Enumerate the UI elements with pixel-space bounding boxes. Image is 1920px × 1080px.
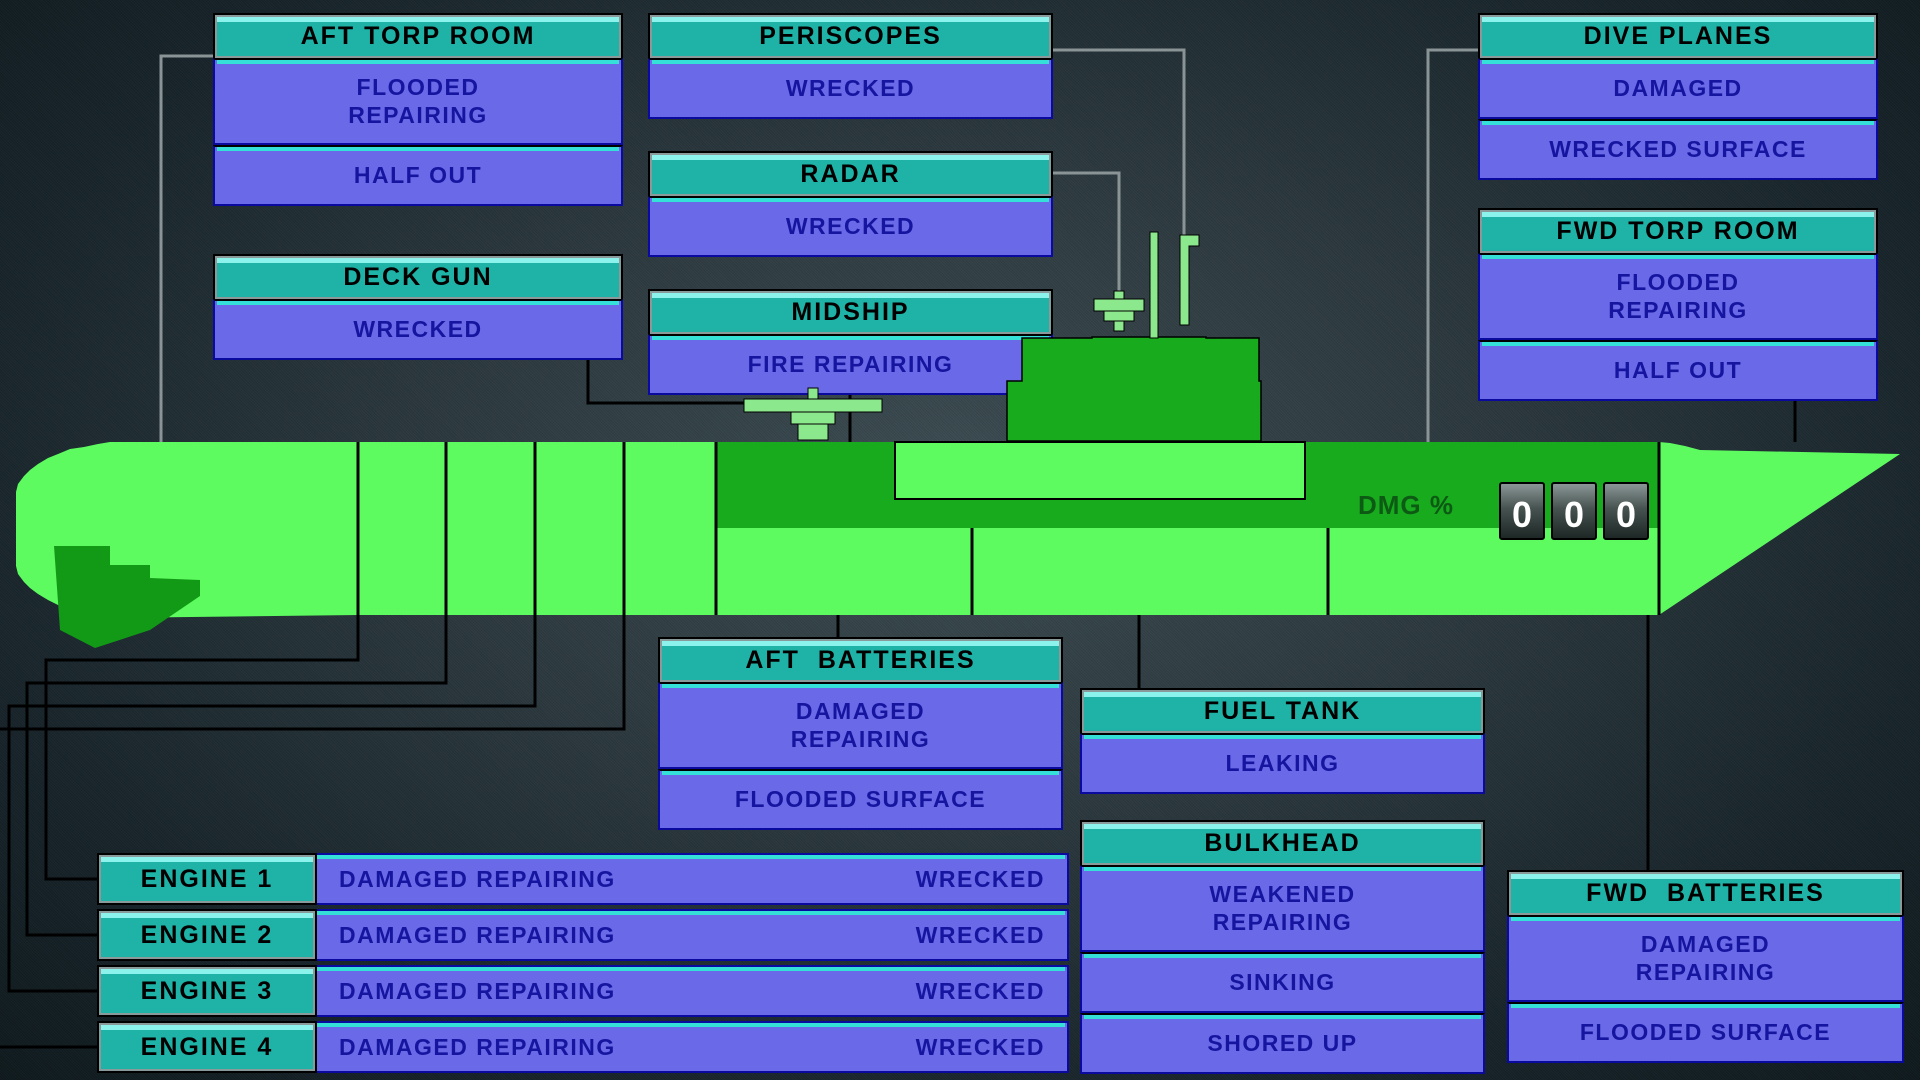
- svg-text:0: 0: [1512, 494, 1532, 535]
- svg-text:0: 0: [1616, 494, 1636, 535]
- svg-text:0: 0: [1564, 494, 1584, 535]
- svg-text:DMG %: DMG %: [1358, 490, 1454, 520]
